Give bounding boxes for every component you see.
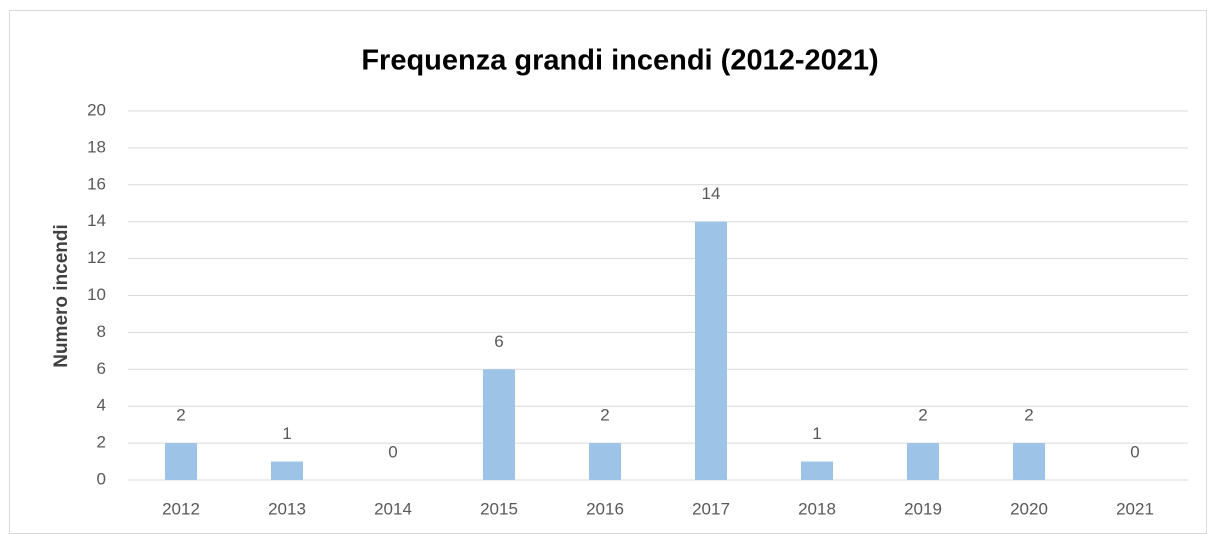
- bar: [589, 443, 621, 480]
- y-tick-label: 16: [87, 174, 106, 193]
- data-label: 0: [1130, 442, 1139, 461]
- x-tick-label: 2020: [1010, 499, 1048, 518]
- y-tick-label: 6: [97, 359, 106, 378]
- x-tick-label: 2017: [692, 499, 730, 518]
- y-tick-label: 18: [87, 137, 106, 156]
- data-label: 2: [918, 406, 927, 425]
- x-tick-label: 2015: [480, 499, 518, 518]
- bar: [271, 461, 303, 480]
- data-label: 1: [812, 424, 821, 443]
- y-tick-label: 8: [97, 322, 106, 341]
- bar: [801, 461, 833, 480]
- y-tick-label: 20: [87, 100, 106, 119]
- y-tick-label: 0: [97, 469, 106, 488]
- x-tick-label: 2013: [268, 499, 306, 518]
- y-axis-label: Numero incendi: [51, 224, 72, 368]
- data-label: 1: [282, 424, 291, 443]
- x-tick-label: 2018: [798, 499, 836, 518]
- chart-title: Frequenza grandi incendi (2012-2021): [361, 45, 878, 77]
- bar: [165, 443, 197, 480]
- data-label: 14: [702, 184, 721, 203]
- y-tick-label: 10: [87, 285, 106, 304]
- data-label: 2: [1024, 406, 1033, 425]
- y-tick-label: 14: [87, 211, 106, 230]
- bar: [1013, 443, 1045, 480]
- bar: [695, 221, 727, 480]
- bar: [907, 443, 939, 480]
- x-tick-label: 2019: [904, 499, 942, 518]
- x-tick-label: 2014: [374, 499, 412, 518]
- y-tick-label: 2: [97, 433, 106, 452]
- y-tick-label: 12: [87, 248, 106, 267]
- data-label: 6: [494, 332, 503, 351]
- x-tick-label: 2016: [586, 499, 624, 518]
- data-label: 2: [176, 406, 185, 425]
- data-label: 0: [388, 442, 397, 461]
- bar: [483, 369, 515, 480]
- y-tick-label: 4: [97, 396, 106, 415]
- x-tick-label: 2012: [162, 499, 200, 518]
- data-label: 2: [600, 406, 609, 425]
- x-tick-label: 2021: [1116, 499, 1154, 518]
